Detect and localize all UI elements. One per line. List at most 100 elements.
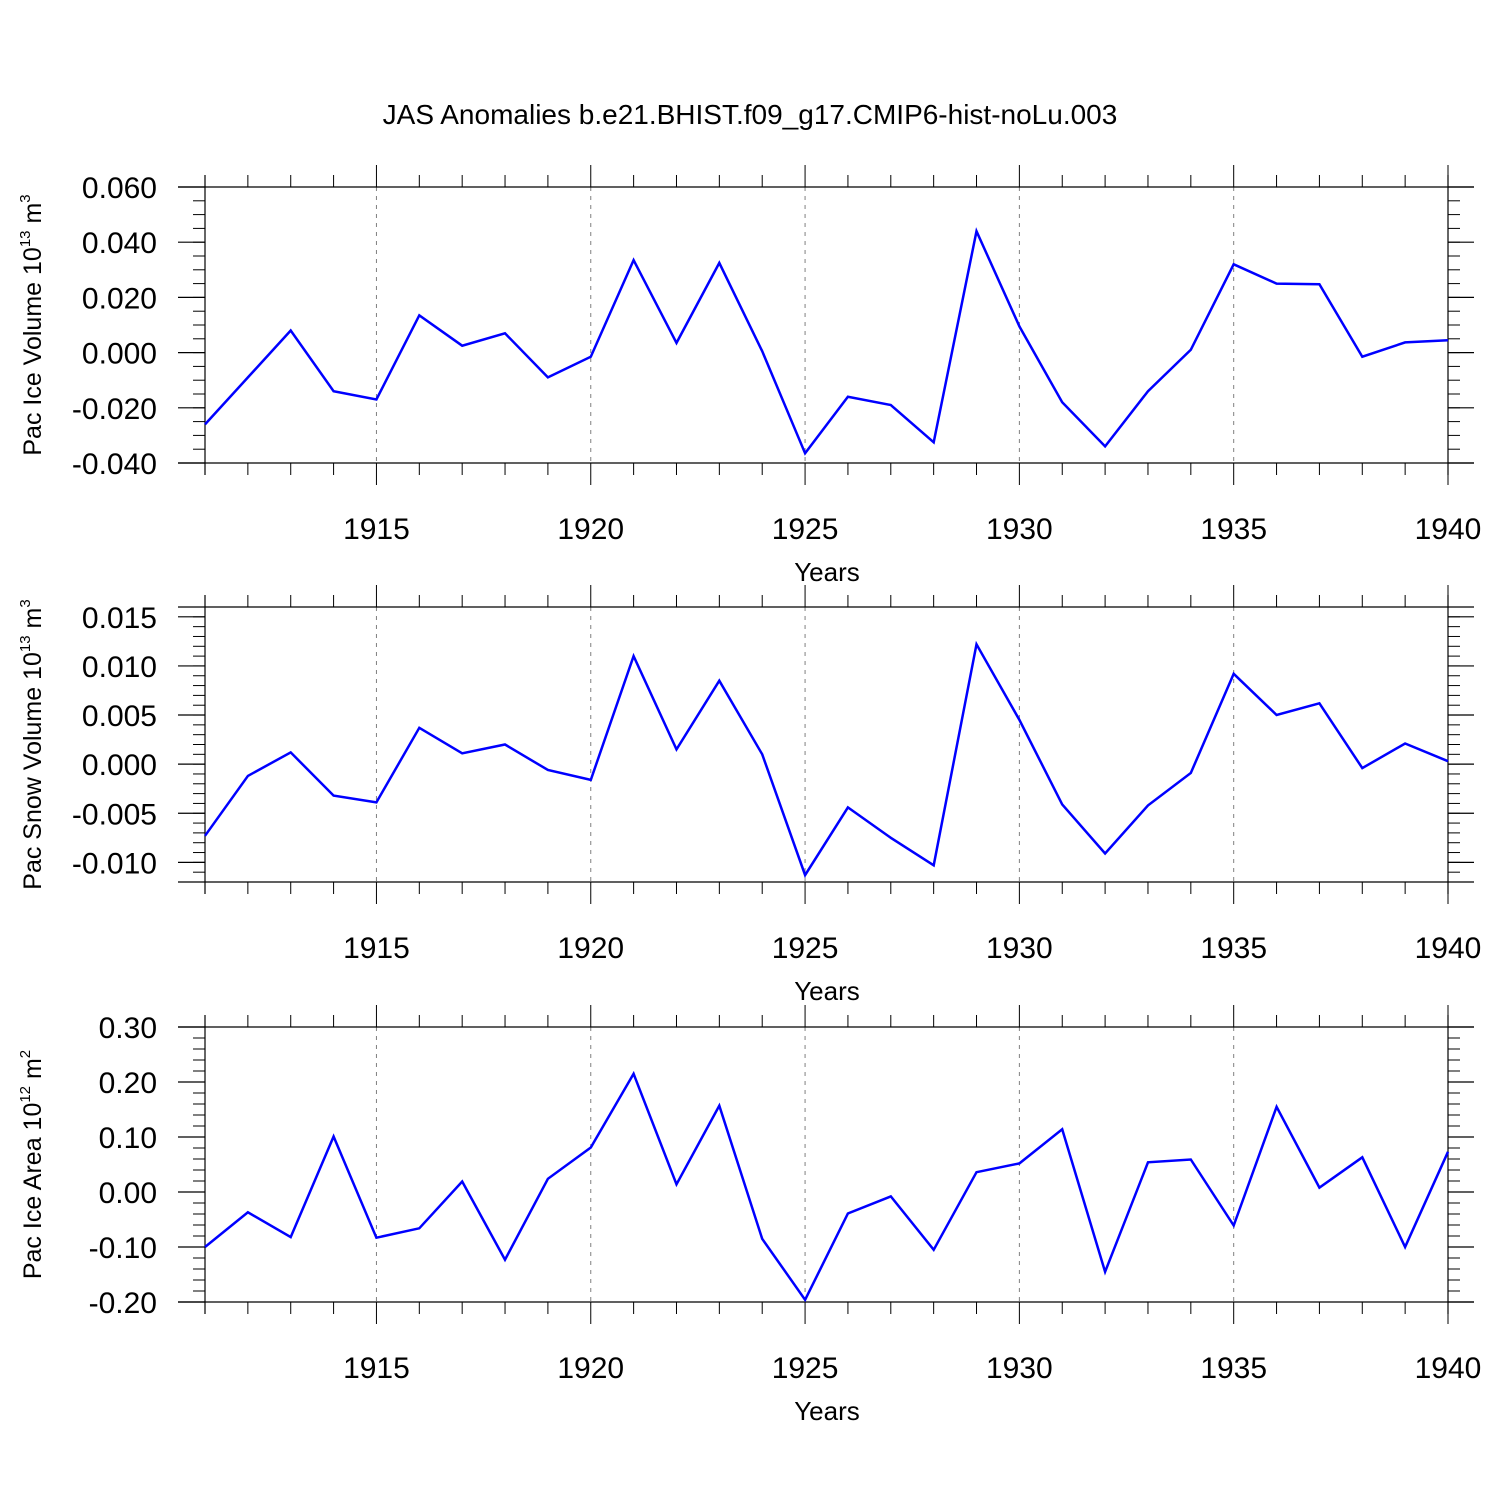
data-point: [374, 800, 378, 804]
data-point: [460, 1180, 464, 1184]
data-point: [674, 1182, 678, 1186]
x-tick-label: 1915: [343, 1352, 410, 1385]
y-tick-label: 0.020: [82, 282, 157, 315]
data-point: [975, 229, 979, 233]
x-tick-label: 1915: [343, 932, 410, 965]
data-point: [1403, 340, 1407, 344]
data-point: [417, 726, 421, 730]
data-point: [1232, 1224, 1236, 1228]
data-point: [374, 1236, 378, 1240]
data-point: [289, 750, 293, 754]
y-tick-label: -0.010: [72, 847, 157, 880]
series-line: [204, 1070, 1450, 1303]
x-tick-label: 1935: [1200, 932, 1267, 965]
x-tick-label: 1935: [1200, 1352, 1267, 1385]
data-point: [803, 873, 807, 877]
data-point: [589, 1145, 593, 1149]
data-point: [1017, 324, 1021, 328]
chart-title: JAS Anomalies b.e21.BHIST.f09_g17.CMIP6-…: [383, 99, 1118, 130]
y-tick-label: -0.040: [72, 448, 157, 481]
data-point: [889, 836, 893, 840]
y-tick-label: 0.000: [82, 338, 157, 371]
data-point: [975, 642, 979, 646]
data-point: [760, 752, 764, 756]
y-tick-label: 0.015: [82, 602, 157, 635]
x-axis-label: Years: [794, 1396, 860, 1426]
panels: -0.040 -0.020 0.000 0.020 0.040 0.060 1915 1920…: [17, 165, 1481, 1426]
y-axis-label: Pac Snow Volume 1013 m3: [17, 599, 47, 889]
data-point: [932, 1248, 936, 1252]
x-tick-label: 1915: [343, 513, 410, 546]
data-point: [1189, 348, 1193, 352]
data-point: [1232, 672, 1236, 676]
x-tick-label: 1930: [986, 513, 1053, 546]
chart-panel-3: -0.20 -0.10 0.00 0.10 0.20 0.30 1915 1920 1925 19…: [17, 1005, 1481, 1426]
data-point: [332, 1134, 336, 1138]
data-point: [203, 1245, 207, 1249]
data-point: [975, 1170, 979, 1174]
x-tick-label: 1920: [557, 513, 624, 546]
data-point: [1103, 852, 1107, 856]
series-line: [204, 227, 1449, 456]
data-point: [1189, 771, 1193, 775]
data-point: [674, 341, 678, 345]
data-point: [889, 1194, 893, 1198]
x-tick-label: 1940: [1415, 1352, 1482, 1385]
y-tick-label: -0.10: [89, 1232, 157, 1265]
x-tick-label: 1940: [1415, 513, 1482, 546]
data-point: [289, 329, 293, 333]
data-point: [332, 794, 336, 798]
data-point: [1189, 1158, 1193, 1162]
y-tick-label: 0.00: [99, 1177, 157, 1210]
data-point: [1446, 338, 1450, 342]
data-point: [1360, 766, 1364, 770]
y-tick-label: 0.000: [82, 749, 157, 782]
data-point: [889, 403, 893, 407]
x-tick-label: 1920: [557, 932, 624, 965]
data-point: [503, 1258, 507, 1262]
data-point: [1017, 1161, 1021, 1165]
data-point: [1317, 701, 1321, 705]
data-point: [717, 1104, 721, 1108]
data-point: [203, 834, 207, 838]
data-point: [932, 440, 936, 444]
data-point: [1146, 803, 1150, 807]
data-point: [1403, 1245, 1407, 1249]
data-point: [1060, 400, 1064, 404]
data-point: [1446, 759, 1450, 763]
y-tick-label: -0.020: [72, 393, 157, 426]
data-point: [1360, 1155, 1364, 1159]
data-point: [460, 344, 464, 348]
data-point: [417, 313, 421, 317]
data-point: [546, 768, 550, 772]
series-line: [203, 640, 1449, 878]
x-tick-label: 1925: [772, 1352, 839, 1385]
data-point: [203, 422, 207, 426]
data-point: [717, 679, 721, 683]
y-tick-label: -0.20: [89, 1287, 157, 1320]
data-point: [289, 1235, 293, 1239]
data-point: [503, 743, 507, 747]
x-axis-label: Years: [794, 557, 860, 587]
data-point: [760, 1237, 764, 1241]
data-point: [246, 375, 250, 379]
data-point: [803, 451, 807, 455]
data-point: [1403, 742, 1407, 746]
data-point: [932, 863, 936, 867]
data-point: [246, 774, 250, 778]
data-point: [803, 1298, 807, 1302]
data-point: [1060, 1127, 1064, 1131]
data-point: [332, 389, 336, 393]
data-point: [1360, 355, 1364, 359]
data-point: [546, 1177, 550, 1181]
data-point: [1317, 1186, 1321, 1190]
data-point: [1146, 389, 1150, 393]
x-tick-label: 1920: [557, 1352, 624, 1385]
y-tick-label: 0.010: [82, 651, 157, 684]
x-tick-label: 1930: [986, 932, 1053, 965]
y-tick-label: 0.040: [82, 227, 157, 260]
data-point: [1103, 444, 1107, 448]
data-point: [1103, 1270, 1107, 1274]
data-point: [589, 355, 593, 359]
